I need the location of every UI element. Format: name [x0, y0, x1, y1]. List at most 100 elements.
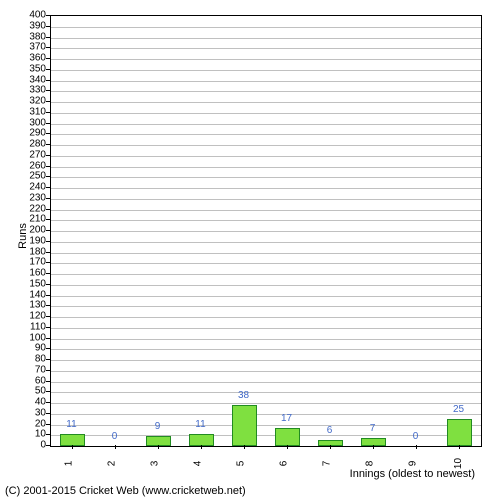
ytick-label: 370 [16, 42, 46, 53]
ytick-label: 210 [16, 214, 46, 225]
ytick-mark [46, 219, 50, 220]
gridline [51, 263, 481, 264]
gridline [51, 371, 481, 372]
ytick-label: 220 [16, 203, 46, 214]
xtick-mark [459, 445, 460, 449]
bar-value-label: 9 [155, 421, 161, 432]
ytick-label: 360 [16, 53, 46, 64]
gridline [51, 59, 481, 60]
ytick-mark [46, 112, 50, 113]
gridline [51, 253, 481, 254]
gridline [51, 382, 481, 383]
bar-value-label: 7 [370, 423, 376, 434]
ytick-label: 30 [16, 407, 46, 418]
gridline [51, 349, 481, 350]
gridline [51, 360, 481, 361]
ytick-mark [46, 413, 50, 414]
gridline [51, 134, 481, 135]
ytick-mark [46, 316, 50, 317]
ytick-label: 180 [16, 246, 46, 257]
ytick-mark [46, 187, 50, 188]
ytick-mark [46, 80, 50, 81]
ytick-mark [46, 370, 50, 371]
ytick-mark [46, 262, 50, 263]
ytick-mark [46, 348, 50, 349]
ytick-mark [46, 133, 50, 134]
ytick-label: 400 [16, 10, 46, 21]
ytick-mark [46, 69, 50, 70]
bar-value-label: 6 [327, 425, 333, 436]
ytick-label: 40 [16, 397, 46, 408]
xtick-mark [115, 445, 116, 449]
gridline [51, 156, 481, 157]
ytick-mark [46, 47, 50, 48]
gridline [51, 274, 481, 275]
ytick-mark [46, 101, 50, 102]
ytick-label: 110 [16, 321, 46, 332]
ytick-mark [46, 273, 50, 274]
ytick-label: 230 [16, 192, 46, 203]
xtick-label: 5 [235, 461, 246, 467]
ytick-mark [46, 176, 50, 177]
copyright-text: (C) 2001-2015 Cricket Web (www.cricketwe… [5, 485, 246, 497]
xtick-mark [158, 445, 159, 449]
plot-area [50, 15, 482, 447]
ytick-label: 20 [16, 418, 46, 429]
ytick-mark [46, 15, 50, 16]
ytick-label: 70 [16, 364, 46, 375]
ytick-label: 170 [16, 257, 46, 268]
xtick-label: 6 [278, 461, 289, 467]
ytick-mark [46, 58, 50, 59]
gridline [51, 328, 481, 329]
gridline [51, 317, 481, 318]
ytick-mark [46, 424, 50, 425]
ytick-mark [46, 123, 50, 124]
xtick-label: 2 [106, 461, 117, 467]
gridline [51, 81, 481, 82]
gridline [51, 242, 481, 243]
xtick-label: 7 [321, 461, 332, 467]
ytick-mark [46, 166, 50, 167]
gridline [51, 392, 481, 393]
ytick-label: 310 [16, 106, 46, 117]
gridline [51, 145, 481, 146]
ytick-label: 390 [16, 20, 46, 31]
ytick-mark [46, 241, 50, 242]
ytick-mark [46, 391, 50, 392]
ytick-label: 300 [16, 117, 46, 128]
ytick-mark [46, 381, 50, 382]
xtick-mark [201, 445, 202, 449]
bar-value-label: 11 [195, 419, 205, 430]
gridline [51, 414, 481, 415]
gridline [51, 339, 481, 340]
ytick-mark [46, 198, 50, 199]
ytick-label: 80 [16, 354, 46, 365]
ytick-mark [46, 26, 50, 27]
ytick-label: 250 [16, 171, 46, 182]
bar-value-label: 17 [281, 413, 292, 424]
bar-value-label: 25 [453, 404, 464, 415]
gridline [51, 124, 481, 125]
gridline [51, 48, 481, 49]
xtick-label: 1 [63, 461, 74, 467]
ytick-label: 160 [16, 268, 46, 279]
ytick-label: 280 [16, 139, 46, 150]
ytick-mark [46, 327, 50, 328]
ytick-label: 190 [16, 235, 46, 246]
ytick-mark [46, 359, 50, 360]
ytick-label: 150 [16, 278, 46, 289]
ytick-mark [46, 338, 50, 339]
gridline [51, 70, 481, 71]
xtick-label: 9 [407, 461, 418, 467]
gridline [51, 167, 481, 168]
xtick-mark [287, 445, 288, 449]
gridline [51, 296, 481, 297]
ytick-label: 380 [16, 31, 46, 42]
ytick-label: 140 [16, 289, 46, 300]
ytick-mark [46, 230, 50, 231]
ytick-label: 290 [16, 128, 46, 139]
ytick-label: 270 [16, 149, 46, 160]
xtick-label: 8 [364, 461, 375, 467]
bar [275, 428, 301, 446]
ytick-mark [46, 155, 50, 156]
